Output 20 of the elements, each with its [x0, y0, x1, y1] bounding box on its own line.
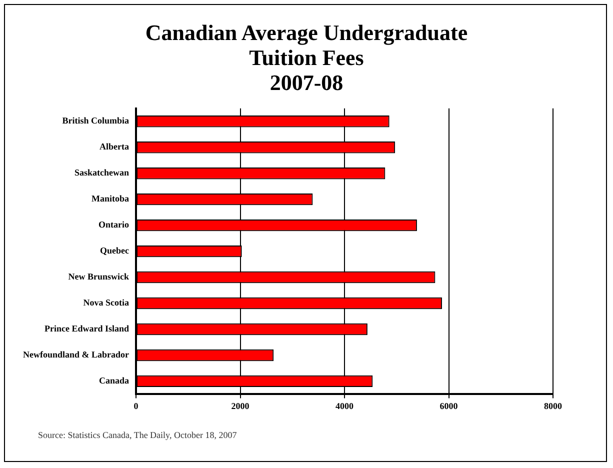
y-tick-label: British Columbia [62, 116, 130, 126]
y-tick-label: New Brunswick [68, 272, 130, 282]
y-tick-label: Alberta [100, 142, 130, 152]
y-tick-label: Saskatchewan [74, 168, 130, 178]
text: Canadian Average Undergraduate [145, 20, 468, 45]
source-note: Source: Statistics Canada, The Daily, October 18, 2007 [38, 430, 237, 440]
x-tick-label: 0 [134, 400, 139, 411]
y-tick-label: Manitoba [92, 194, 130, 204]
y-tick-label: Quebec [100, 246, 130, 256]
x-tick-label: 2000 [231, 400, 250, 411]
text: Tuition Fees [249, 45, 364, 70]
x-tick-label: 6000 [440, 400, 458, 411]
y-tick-label: Prince Edward Island [44, 324, 130, 334]
x-tick-label: 4000 [336, 400, 354, 411]
y-tick-label: Nova Scotia [83, 298, 130, 308]
y-tick-label: Canada [99, 376, 130, 386]
y-tick-label: Ontario [98, 220, 130, 230]
x-tick-label: 8000 [544, 400, 562, 411]
text: 2007-08 [270, 70, 344, 95]
y-tick-label: Newfoundland & Labrador [22, 350, 130, 360]
